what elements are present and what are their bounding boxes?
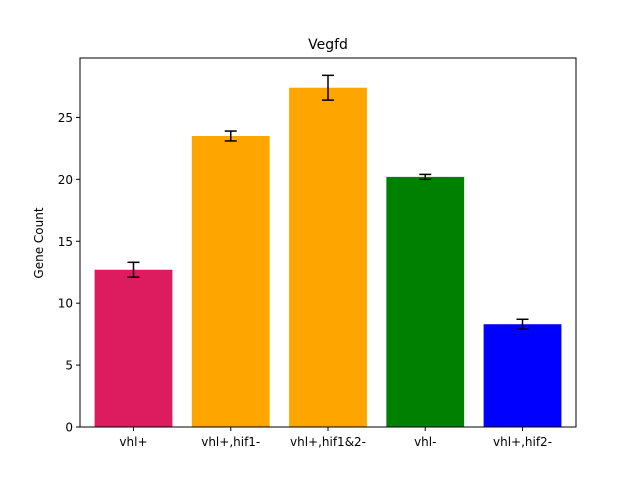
x-tick-label: vhl+ [119, 435, 147, 449]
bar [483, 324, 562, 427]
bar [94, 269, 173, 427]
x-tick-label: vhl+,hif1&2- [290, 435, 366, 449]
bar [191, 136, 270, 427]
y-tick-label: 10 [58, 297, 73, 311]
y-tick-label: 15 [58, 235, 73, 249]
y-tick-label: 25 [58, 111, 73, 125]
chart-title: Vegfd [308, 37, 348, 53]
x-tick-label: vhl- [414, 435, 436, 449]
y-tick-label: 0 [65, 421, 73, 435]
x-tick-label: vhl+,hif2- [493, 435, 552, 449]
plot-area: 0 5 10 15 20 25 vhl+ vhl+,hif1- vhl+,hif1&2- vhl-… [58, 57, 577, 449]
y-tick-label: 5 [65, 359, 73, 373]
bar [289, 87, 367, 427]
y-axis-label: Gene Count [32, 207, 46, 278]
x-tick-label: vhl+,hif1- [201, 435, 260, 449]
y-tick-label: 20 [58, 173, 73, 187]
bar [386, 176, 465, 427]
